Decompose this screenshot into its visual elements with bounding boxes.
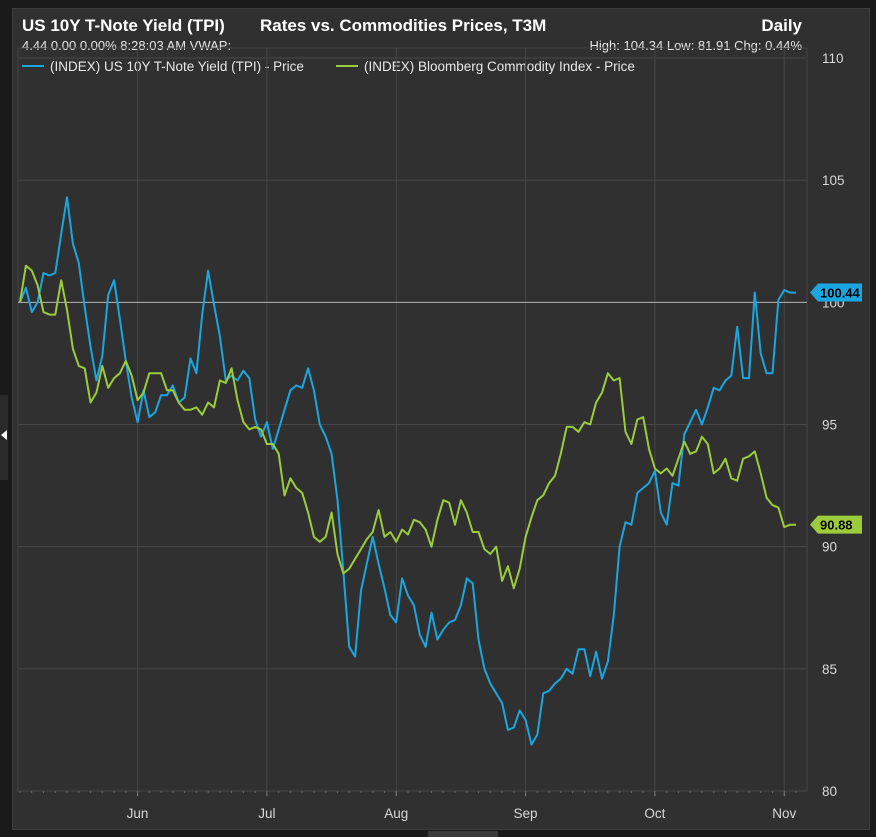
legend-swatch-commodity (336, 64, 358, 67)
y-tick-label: 85 (822, 662, 837, 677)
frequency-label[interactable]: Daily (761, 16, 802, 35)
x-tick-label: Sep (514, 806, 538, 821)
legend-entry-yield[interactable]: (INDEX) US 10Y T-Note Yield (TPI) - Pric… (22, 59, 304, 75)
horizontal-scrollbar[interactable] (428, 831, 498, 837)
legend-label-yield: (INDEX) US 10Y T-Note Yield (TPI) - Pric… (50, 59, 304, 74)
last-price-tag-1 (810, 515, 862, 534)
x-tick-label: Aug (384, 806, 408, 821)
chart-title: US 10Y T-Note Yield (TPI) (22, 16, 225, 35)
series-line-1 (19, 264, 796, 590)
y-tick-label: 95 (822, 418, 837, 433)
series-line-0 (19, 196, 796, 746)
last-price-label: 100.44 (820, 286, 861, 301)
legend-entry-commodity[interactable]: (INDEX) Bloomberg Commodity Index - Pric… (336, 59, 635, 75)
x-tick-label: Jul (258, 806, 275, 821)
y-tick-label: 110 (822, 51, 844, 66)
chart-panel (12, 8, 870, 830)
stats-line: High: 104.34 Low: 81.91 Chg: 0.44% (589, 38, 802, 53)
last-price-tag-0 (810, 283, 862, 302)
y-tick-label: 80 (822, 784, 837, 799)
y-tick-label: 105 (822, 173, 845, 188)
last-price-label: 90.88 (820, 518, 853, 533)
legend-swatch-yield (22, 64, 44, 67)
collapse-arrow-icon[interactable] (1, 430, 7, 440)
y-tick-label: 90 (822, 540, 837, 555)
chart-subtitle: Rates vs. Commodities Prices, T3M (260, 16, 547, 35)
quote-line: 4.44 0.00 0.00% 8:28:03 AM VWAP: (22, 38, 232, 53)
x-tick-label: Nov (772, 806, 796, 821)
x-tick-label: Jun (127, 806, 149, 821)
legend-label-commodity: (INDEX) Bloomberg Commodity Index - Pric… (364, 59, 635, 74)
x-tick-label: Oct (644, 806, 665, 821)
